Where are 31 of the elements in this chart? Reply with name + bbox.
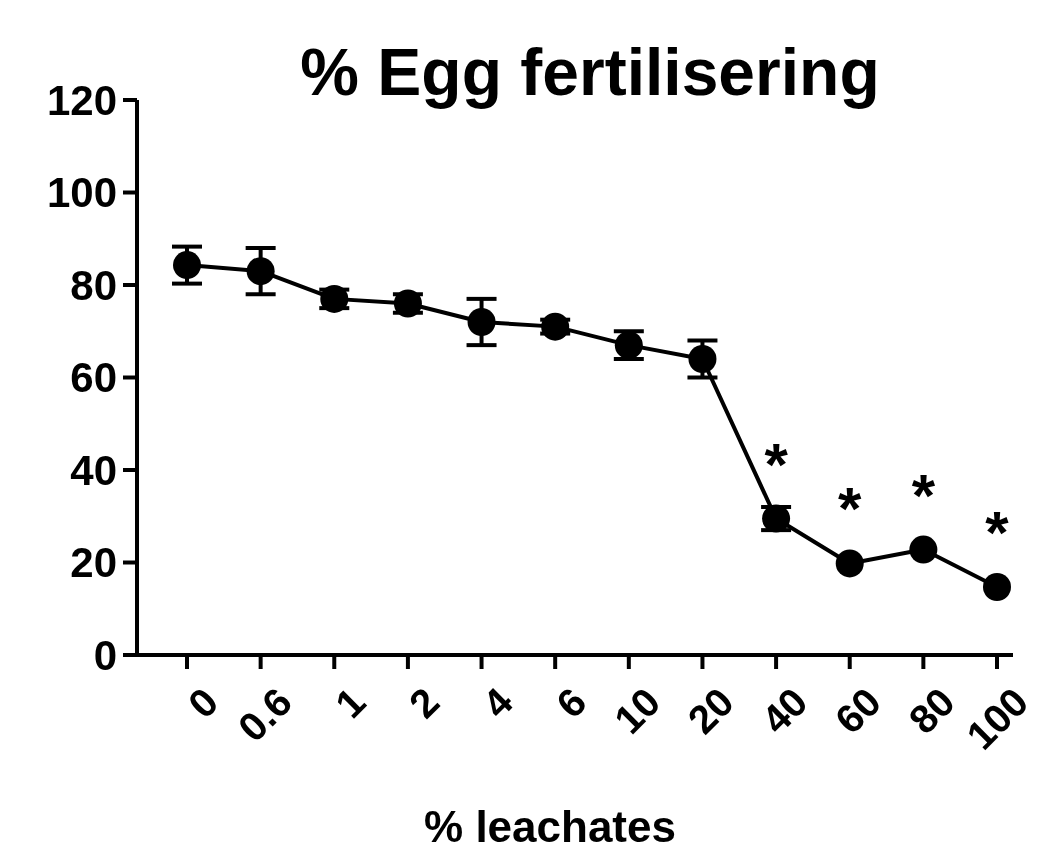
point — [173, 251, 201, 280]
point — [983, 573, 1011, 602]
y-tick-label: 40 — [70, 446, 117, 494]
y-tick-label: 20 — [70, 539, 117, 587]
x-tick-label: 0 — [179, 679, 227, 727]
annotation: * — [764, 430, 789, 498]
point — [541, 312, 570, 341]
x-tick-label: 6 — [547, 679, 595, 727]
point — [467, 308, 496, 336]
x-tick-label: 2 — [400, 679, 448, 727]
annotation: * — [985, 499, 1010, 567]
annotation: * — [838, 475, 863, 543]
x-tick-label: 1 — [326, 679, 374, 727]
point — [688, 345, 717, 373]
x-tick-label: 10 — [605, 679, 669, 742]
x-axis-title: % leachates — [424, 802, 676, 847]
y-tick-label: 60 — [70, 354, 117, 402]
y-tick-label: 100 — [46, 169, 117, 217]
x-tick-label: 40 — [752, 679, 816, 742]
point — [835, 549, 864, 578]
y-tick-label: 120 — [46, 76, 117, 124]
x-tick-label: 20 — [679, 679, 742, 742]
x-tick-label: 4 — [474, 678, 522, 727]
annotation: * — [911, 461, 936, 529]
x-tick-label: 60 — [826, 679, 890, 742]
y-tick-label: 80 — [70, 261, 117, 309]
chart-title: % Egg fertilisering — [300, 35, 880, 109]
point — [246, 257, 275, 286]
x-tick-label: 0.6 — [229, 679, 301, 750]
y-tick-label: 0 — [93, 631, 117, 679]
point — [909, 535, 938, 564]
